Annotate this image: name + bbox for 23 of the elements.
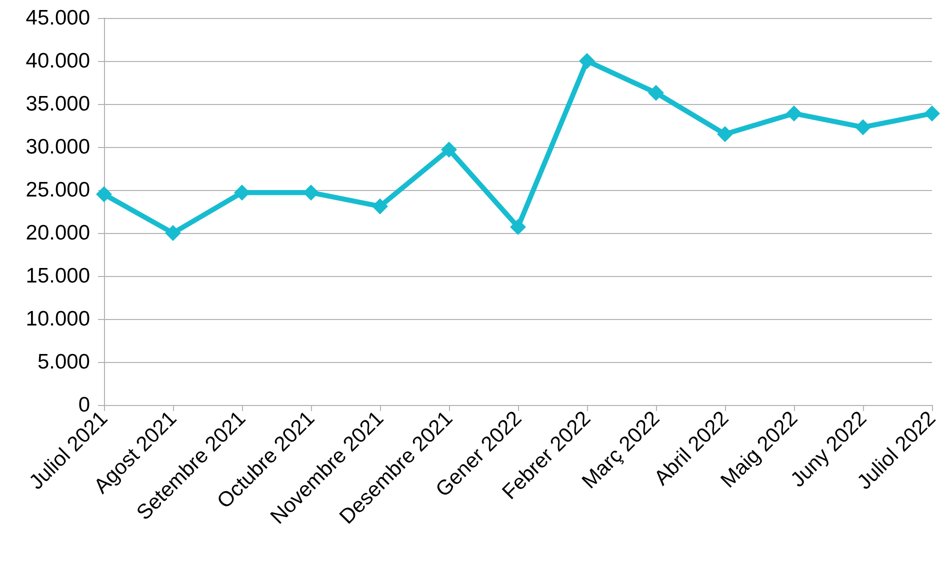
y-tick-label: 15.000 [26, 264, 90, 288]
y-tick-label: 25.000 [26, 178, 90, 202]
y-tick-label: 5.000 [37, 350, 90, 374]
point [165, 225, 181, 241]
y-tick-label: 35.000 [26, 92, 90, 116]
y-tick-label: 10.000 [26, 308, 90, 330]
point [372, 198, 388, 214]
y-tick-label: 0 [78, 394, 90, 416]
point [648, 84, 664, 101]
point [855, 119, 871, 136]
y-tick-label: 20.000 [26, 222, 90, 244]
point [510, 218, 526, 235]
point [303, 184, 319, 201]
point [786, 105, 802, 122]
point [579, 53, 595, 69]
y-tick-label: 45.000 [26, 6, 90, 30]
y-tick-label: 40.000 [26, 50, 90, 72]
point [96, 186, 112, 202]
y-tick-label: 30.000 [26, 136, 90, 158]
point [234, 184, 250, 201]
point [924, 105, 940, 122]
point [717, 126, 733, 142]
point [441, 142, 457, 158]
